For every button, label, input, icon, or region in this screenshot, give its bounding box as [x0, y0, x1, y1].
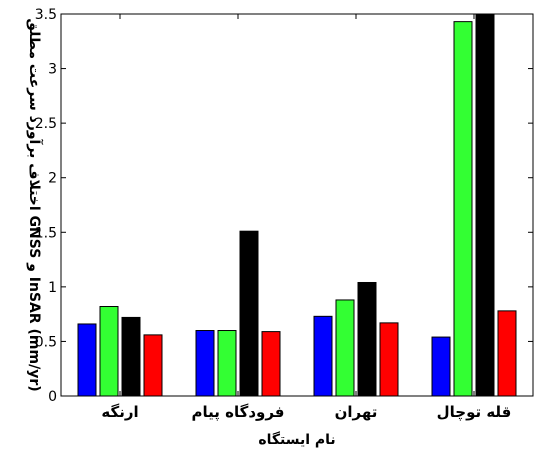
plot-frame	[60, 13, 534, 397]
bar	[431, 336, 451, 397]
x-axis-title: نام ایستگاه	[258, 431, 335, 448]
x-tick-label: تهران	[335, 403, 378, 421]
bar	[261, 331, 281, 397]
y-tick-label: 3.5	[35, 7, 57, 23]
bar	[453, 21, 473, 397]
y-tick-label: 2	[48, 171, 57, 187]
bar	[497, 310, 517, 397]
bar	[195, 330, 215, 397]
bar	[143, 334, 163, 397]
y-tick-label: 2.5	[35, 116, 57, 132]
y-tick-label: 0.5	[35, 334, 57, 350]
x-tick-label: فرودگاه پیام	[192, 403, 285, 422]
x-tick-label: ارنگه	[101, 403, 138, 421]
bar	[121, 316, 141, 397]
y-axis: 0 0.5 1 1.5 2 2.5 3 3.5	[35, 7, 533, 405]
x-axis: ارنگه فرودگاه پیام تهران قله توچال	[101, 14, 511, 422]
bar	[357, 281, 377, 397]
x-tick-label: قله توچال	[437, 403, 512, 422]
bar	[217, 330, 237, 397]
y-tick-label: 3	[48, 62, 57, 78]
y-tick-label: 1.5	[35, 225, 57, 241]
y-tick-label: 0	[48, 389, 57, 405]
bar	[335, 299, 355, 397]
y-axis-title: اختلاف برآورد سرعت مطلق GNSS و InSAR (mm…	[26, 18, 44, 391]
bar	[77, 323, 97, 397]
bar	[379, 322, 399, 397]
bar	[239, 230, 259, 397]
bars-group	[77, 13, 517, 397]
bar	[313, 315, 333, 397]
y-tick-label: 1	[48, 280, 57, 296]
bar	[99, 306, 119, 397]
bar	[475, 13, 495, 397]
